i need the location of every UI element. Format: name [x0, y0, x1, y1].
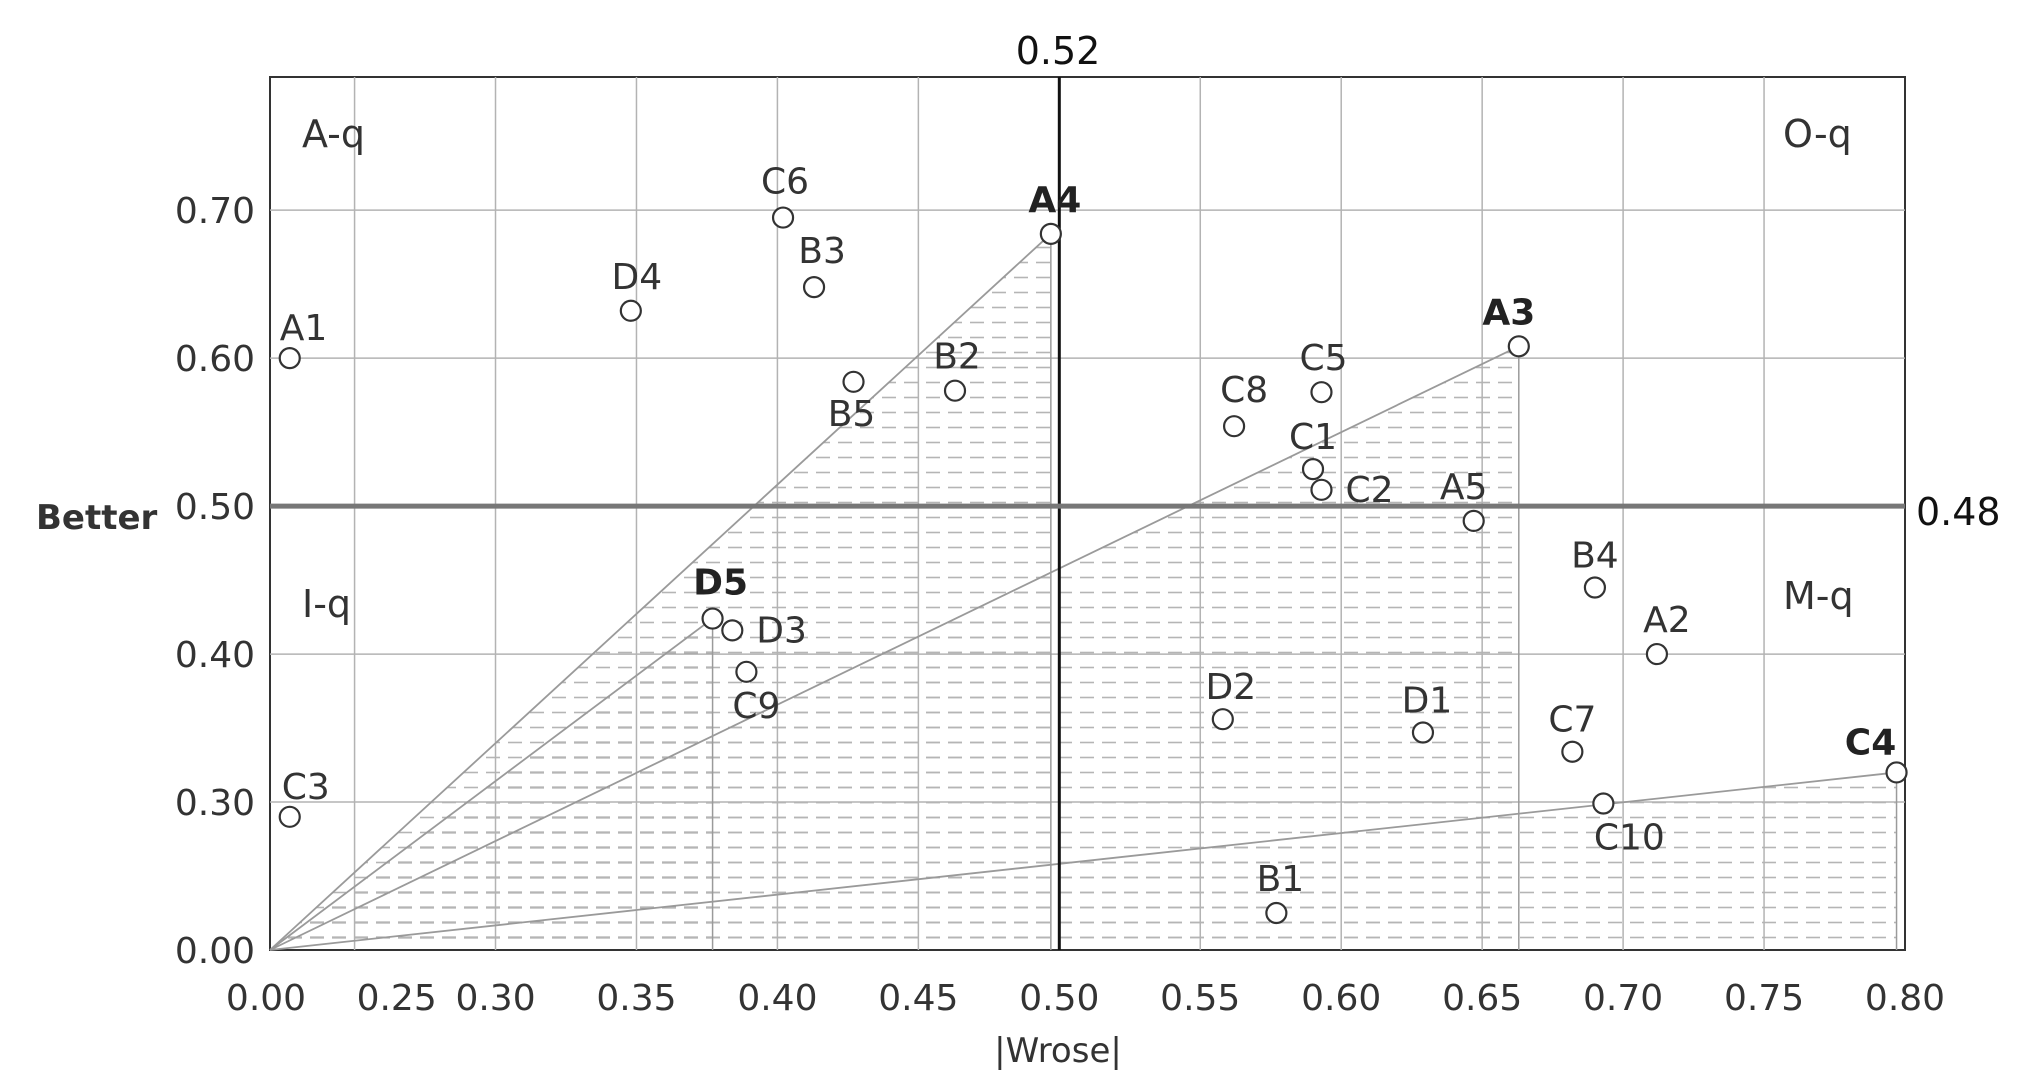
threshold-y-label: 0.48 — [1916, 490, 2001, 534]
y-tick-label: 0.00 — [175, 931, 255, 972]
x-tick-label: 0.80 — [1865, 978, 1945, 1019]
ray-a4 — [269, 233, 1052, 951]
point-label-c6: C6 — [761, 162, 809, 203]
x-tick-label: 0.35 — [596, 978, 676, 1019]
data-point-d2 — [1211, 708, 1234, 731]
y-axis-label: Better — [36, 498, 158, 538]
data-point-d1 — [1411, 721, 1435, 744]
point-label-a3: A3 — [1482, 292, 1535, 333]
point-label-c10: C10 — [1594, 818, 1665, 859]
point-label-c7: C7 — [1548, 700, 1596, 741]
point-label-c9: C9 — [732, 686, 780, 727]
x-tick-label: 0.50 — [1019, 978, 1099, 1019]
x-tick-label: 0.75 — [1724, 978, 1804, 1019]
x-tick-label: 0.30 — [455, 978, 535, 1019]
x-tick-label: 0.45 — [878, 978, 958, 1019]
point-label-d5: D5 — [693, 563, 748, 604]
data-point-b3 — [802, 276, 826, 299]
point-label-d3: D3 — [756, 610, 807, 651]
data-point-a5 — [1462, 509, 1485, 532]
point-label-b2: B2 — [933, 337, 981, 378]
data-point-c10 — [1592, 792, 1615, 815]
point-label-b3: B3 — [798, 231, 846, 272]
data-point-d3 — [721, 619, 744, 642]
data-point-c6 — [771, 206, 795, 229]
point-label-c2: C2 — [1345, 470, 1393, 511]
data-point-b4 — [1583, 576, 1607, 599]
data-point-b1 — [1265, 901, 1288, 925]
data-point-c4 — [1885, 761, 1908, 784]
data-point-a3 — [1507, 335, 1530, 358]
point-label-b4: B4 — [1571, 535, 1619, 576]
y-tick-label: 0.70 — [175, 191, 255, 232]
data-point-a2 — [1645, 642, 1669, 666]
data-point-c5 — [1310, 381, 1333, 404]
point-label-d1: D1 — [1402, 680, 1453, 721]
data-point-a4 — [1039, 222, 1062, 245]
point-label-b5: B5 — [828, 394, 876, 435]
ray-c4 — [269, 771, 1897, 951]
quadrant-label-a-q: A-q — [302, 112, 365, 156]
point-label-a1: A1 — [280, 308, 328, 349]
y-tick-label: 0.60 — [175, 339, 255, 380]
quadrant-label-m-q: M-q — [1783, 574, 1854, 618]
point-label-c4: C4 — [1845, 722, 1896, 763]
y-tick-label: 0.40 — [175, 635, 255, 676]
x-tick-label: 0.60 — [1301, 978, 1381, 1019]
point-label-a2: A2 — [1643, 600, 1691, 641]
data-point-c8 — [1222, 415, 1246, 438]
point-label-c3: C3 — [282, 767, 330, 808]
x-tick-label: 0.25 — [357, 978, 437, 1019]
point-label-a5: A5 — [1440, 467, 1488, 508]
data-point-b5 — [842, 370, 865, 393]
y-tick-label: 0.50 — [175, 487, 255, 528]
point-label-b1: B1 — [1257, 859, 1305, 900]
data-point-a1 — [278, 347, 301, 370]
data-point-c1 — [1301, 458, 1325, 481]
data-point-c7 — [1561, 740, 1584, 763]
point-label-c8: C8 — [1220, 370, 1268, 411]
data-point-c9 — [735, 660, 758, 683]
data-point-d5 — [701, 607, 724, 630]
x-tick-label: 0.00 — [226, 978, 306, 1019]
ray-a3 — [269, 345, 1520, 951]
quadrant-label-o-q: O-q — [1783, 112, 1852, 156]
point-label-c1: C1 — [1289, 417, 1337, 458]
x-axis-label: |Wrose| — [994, 1031, 1122, 1071]
x-tick-label: 0.55 — [1160, 978, 1240, 1019]
x-tick-label: 0.40 — [737, 978, 817, 1019]
data-point-c3 — [278, 805, 301, 828]
point-label-d4: D4 — [612, 257, 663, 298]
point-label-d2: D2 — [1205, 667, 1256, 708]
data-point-b2 — [943, 379, 967, 402]
point-label-c5: C5 — [1299, 338, 1347, 379]
y-tick-label: 0.30 — [175, 783, 255, 824]
x-tick-label: 0.65 — [1442, 978, 1522, 1019]
data-point-d4 — [619, 299, 642, 322]
point-label-a4: A4 — [1028, 180, 1081, 221]
ray-d5 — [269, 617, 714, 951]
quadrant-label-i-q: I-q — [302, 582, 351, 626]
threshold-x-label: 0.52 — [1016, 29, 1101, 73]
x-tick-label: 0.70 — [1583, 978, 1663, 1019]
data-point-c2 — [1310, 478, 1333, 501]
